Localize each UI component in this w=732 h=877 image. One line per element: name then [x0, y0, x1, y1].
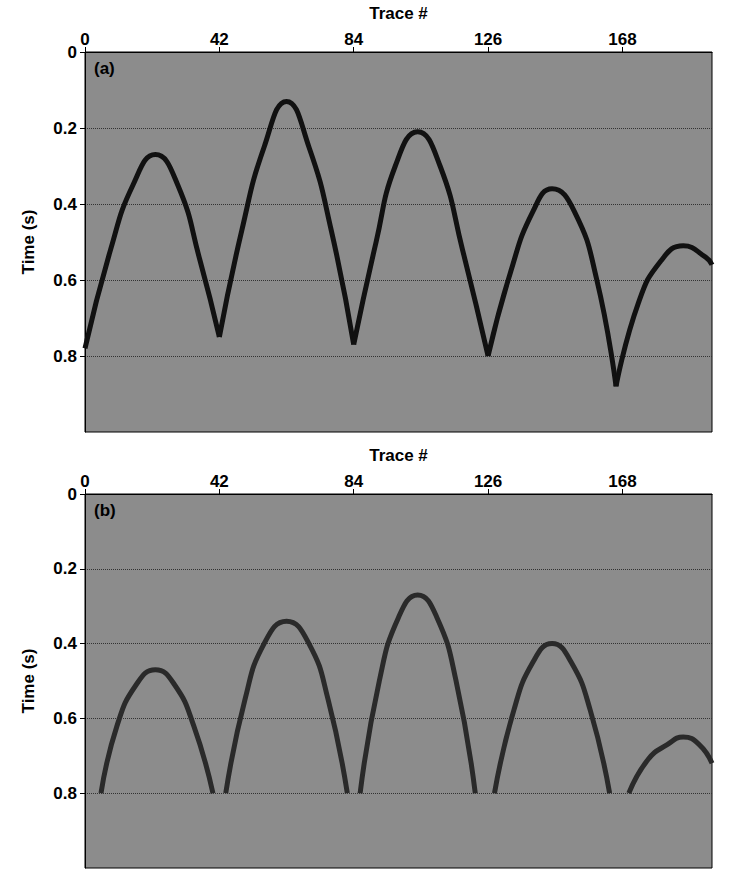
svg-text:0.8: 0.8	[53, 347, 77, 366]
svg-text:(a): (a)	[94, 59, 115, 78]
svg-text:0.2: 0.2	[53, 119, 77, 138]
svg-text:0: 0	[68, 43, 77, 62]
svg-text:0.8: 0.8	[53, 784, 77, 803]
svg-text:0: 0	[80, 30, 89, 49]
svg-text:0: 0	[80, 472, 89, 491]
svg-text:0.6: 0.6	[53, 709, 77, 728]
svg-text:0.6: 0.6	[53, 271, 77, 290]
svg-text:0.4: 0.4	[53, 634, 77, 653]
svg-text:Trace #: Trace #	[369, 446, 428, 465]
svg-text:(b): (b)	[94, 501, 116, 520]
svg-text:126: 126	[474, 30, 502, 49]
svg-text:42: 42	[210, 30, 229, 49]
svg-text:84: 84	[344, 30, 363, 49]
svg-text:84: 84	[344, 472, 363, 491]
svg-text:0.4: 0.4	[53, 195, 77, 214]
svg-text:42: 42	[210, 472, 229, 491]
svg-text:Time (s): Time (s)	[19, 210, 38, 275]
svg-text:Time (s): Time (s)	[19, 649, 38, 714]
svg-text:168: 168	[608, 30, 636, 49]
svg-text:0: 0	[68, 485, 77, 504]
svg-text:126: 126	[474, 472, 502, 491]
svg-text:0.2: 0.2	[53, 559, 77, 578]
svg-text:Trace #: Trace #	[369, 4, 428, 23]
svg-text:168: 168	[608, 472, 636, 491]
